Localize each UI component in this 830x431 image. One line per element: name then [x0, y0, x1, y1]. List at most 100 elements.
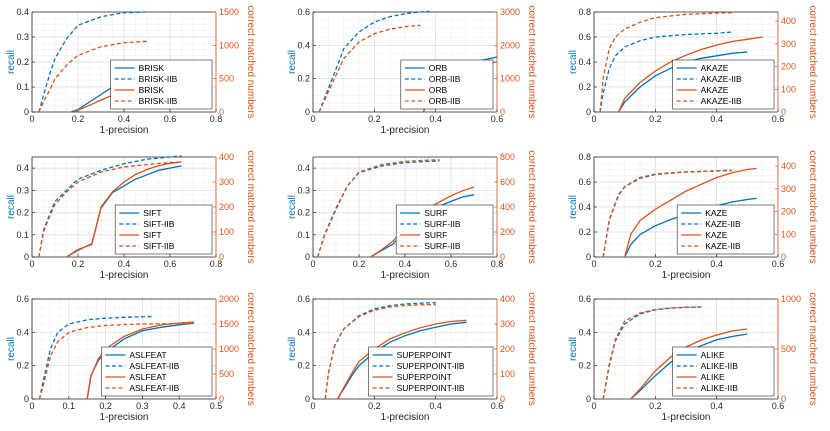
legend-entry: ALIKE-IIB — [701, 383, 739, 393]
y2-tick-label: 800 — [500, 152, 515, 162]
legend-entry: KAZE-IIB — [705, 241, 741, 251]
chart-panel-4: 0 0.2 0.4 0.6 0.800.10.20.30.401002003004001… — [6, 150, 256, 281]
series-line-kaze-iib — [602, 169, 733, 258]
legend-entry: SIFT — [143, 230, 161, 240]
y-tick-label: 0 — [305, 107, 310, 117]
x-tick-label: 0.3 — [136, 401, 149, 411]
x-tick-label: 0.8 — [210, 114, 223, 124]
y-tick-label: 0.1 — [16, 82, 29, 92]
y-tick-label: 0.4 — [297, 327, 310, 337]
legend-entry: BRISK — [139, 85, 165, 95]
legend-entry: BRISK-IIB — [139, 74, 178, 84]
legend-entry: SURF-IIB — [424, 241, 461, 251]
series-line-sift — [66, 161, 182, 258]
y2-tick-label: 500 — [781, 344, 796, 354]
y2-tick-label: 0 — [219, 252, 224, 262]
y-axis-label: recall — [6, 50, 17, 74]
y2-tick-label: 500 — [219, 369, 234, 379]
x-tick-label: 0.5 — [210, 401, 223, 411]
y2-tick-label: 2000 — [219, 294, 239, 304]
y2-tick-label: 300 — [781, 39, 796, 49]
series-line-brisk-iib — [38, 40, 148, 113]
y-axis-label: recall — [6, 337, 17, 361]
y-tick-label: 0.6 — [578, 32, 591, 42]
y-tick-label: 0.4 — [16, 7, 29, 17]
x-axis-label: 1-precision — [662, 270, 711, 281]
x-tick-label: 0.1 — [63, 401, 76, 411]
legend-entry: SUPERPOINT — [397, 350, 452, 360]
legend: SUPERPOINTSUPERPOINT-IIBSUPERPOINTSUPERP… — [368, 346, 494, 397]
y-tick-label: 0.2 — [16, 361, 29, 371]
y-tick-label: 0.4 — [16, 327, 29, 337]
y2-tick-label: 0 — [500, 394, 505, 404]
y-tick-label: 0.6 — [16, 294, 29, 304]
legend-entry: AKAZE-IIB — [701, 74, 742, 84]
x-axis-label: 1-precision — [100, 270, 149, 281]
y-tick-label: 0.2 — [578, 361, 591, 371]
y-tick-label: 0.6 — [578, 177, 591, 187]
legend-entry: KAZE — [705, 208, 728, 218]
x-tick-label: 0.2 — [353, 259, 366, 269]
series-line-orb-iib — [318, 24, 421, 113]
x-tick-label: 0.2 — [649, 259, 662, 269]
y2-tick-label: 200 — [500, 227, 515, 237]
legend-entry: SUPERPOINT-IIB — [397, 361, 465, 371]
y-tick-label: 0 — [24, 394, 29, 404]
legend-entry: ALIKE-IIB — [701, 361, 739, 371]
y2-tick-label: 300 — [781, 184, 796, 194]
y-axis-label: recall — [287, 195, 298, 219]
x-tick-label: 0.6 — [772, 259, 785, 269]
legend-entry: SUPERPOINT-IIB — [397, 383, 465, 393]
y-tick-label: 0.2 — [297, 208, 310, 218]
x-tick-label: 0.2 — [99, 401, 112, 411]
series-line-aslfeat-iib — [38, 315, 154, 400]
y-axis-label: recall — [568, 50, 579, 74]
y2-tick-label: 500 — [219, 74, 234, 84]
x-tick-label: 0.4 — [118, 114, 131, 124]
x-tick-label: 0.4 — [399, 259, 412, 269]
x-tick-label: 0.4 — [710, 401, 723, 411]
y-tick-label: 0.1 — [16, 230, 29, 240]
y2-tick-label: 100 — [781, 229, 796, 239]
legend-entry: ORB-IIB — [429, 74, 461, 84]
x-tick-label: 0.4 — [429, 401, 442, 411]
y2-tick-label: 400 — [500, 202, 515, 212]
y2-tick-label: 200 — [219, 202, 234, 212]
y-tick-label: 0 — [586, 107, 591, 117]
x-axis-label: 1-precision — [381, 270, 430, 281]
legend-entry: SURF-IIB — [424, 219, 461, 229]
y2-axis-label: correct matched numbers — [526, 5, 537, 118]
chart-panel-6: 0 0.2 0.4 0.600.20.40.60.801002003004001-pr… — [568, 150, 818, 281]
x-tick-label: 0 — [310, 259, 315, 269]
y2-tick-label: 1500 — [219, 319, 239, 329]
series-line-aslfeat-iib — [38, 322, 194, 400]
series-line-alike-iib — [602, 306, 702, 400]
chart-panel-3: 0 0.2 0.4 0.600.20.40.60.80100200300400reca… — [568, 5, 818, 124]
legend-entry: AKAZE — [701, 85, 729, 95]
y2-tick-label: 100 — [781, 84, 796, 94]
legend-entry: ORB-IIB — [429, 96, 461, 106]
y2-axis-label: correct matched numbers — [807, 292, 818, 405]
y2-tick-label: 0 — [781, 252, 786, 262]
y2-tick-label: 200 — [781, 62, 796, 72]
y-tick-label: 0.4 — [578, 57, 591, 67]
y2-tick-label: 1000 — [781, 294, 801, 304]
y-tick-label: 0.3 — [297, 185, 310, 195]
y-tick-label: 0 — [305, 252, 310, 262]
y2-tick-label: 0 — [781, 107, 786, 117]
x-tick-label: 0.6 — [164, 114, 177, 124]
legend-entry: ASLFEAT-IIB — [129, 361, 179, 371]
series-line-sift-iib — [38, 155, 182, 258]
y2-tick-label: 0 — [500, 107, 505, 117]
x-tick-label: 0.4 — [710, 259, 723, 269]
y-tick-label: 0.2 — [578, 82, 591, 92]
x-tick-label: 0.6 — [491, 401, 504, 411]
chart-panel-9: 0 0.2 0.4 0.600.20.40.6050010001-precisionr… — [568, 292, 818, 423]
legend-entry: ORB — [429, 63, 448, 73]
chart-panel-1: 0 0.2 0.4 0.6 0.800.10.20.30.40500100015001-… — [6, 5, 256, 136]
x-tick-label: 0 — [591, 114, 596, 124]
